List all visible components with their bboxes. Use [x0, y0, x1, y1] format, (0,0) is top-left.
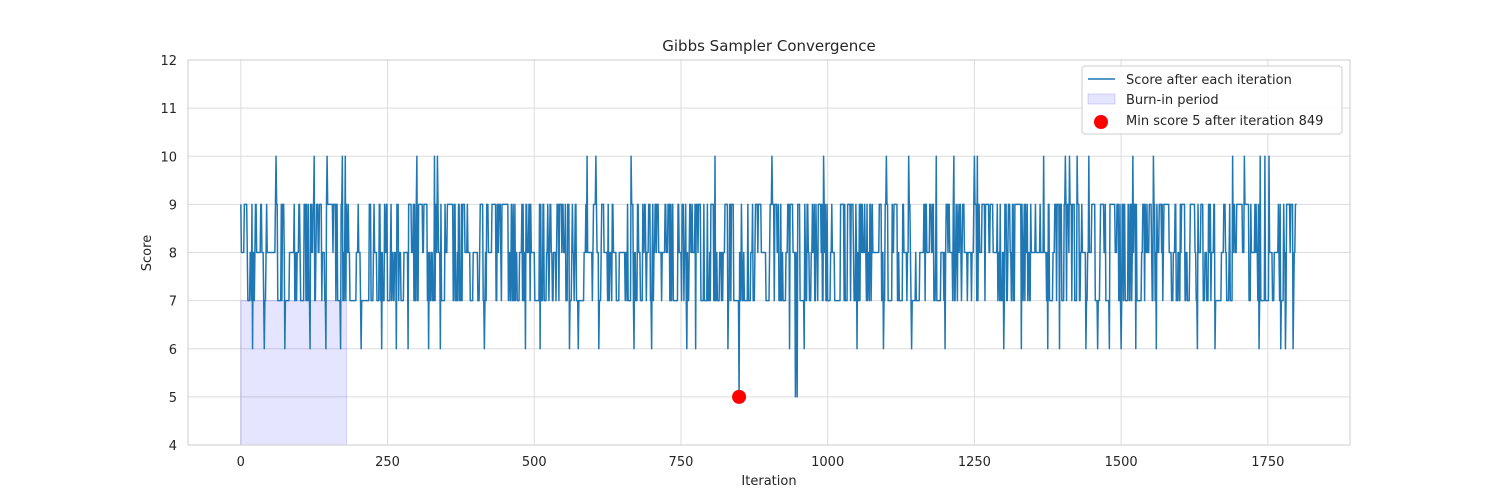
plot-frame [187, 59, 1351, 446]
y-tick-label: 5 [169, 391, 177, 406]
legend: Score after each iteration Burn-in perio… [1081, 65, 1343, 135]
x-tick-label: 0 [237, 455, 245, 470]
x-tick-label: 1000 [811, 455, 844, 470]
y-tick-label: 9 [169, 198, 177, 213]
y-tick-label: 4 [169, 439, 177, 454]
x-tick-label: 1250 [958, 455, 991, 470]
x-axis-label: Iteration [741, 474, 796, 489]
y-tick-label: 11 [160, 102, 177, 117]
y-tick-label: 7 [169, 295, 177, 310]
y-tick-labels: 4 5 6 7 8 9 10 11 12 [160, 54, 177, 454]
score-series-line [240, 155, 1297, 398]
legend-series-label: Score after each iteration [1126, 73, 1292, 88]
y-axis-label: Score [140, 235, 155, 271]
x-tick-label: 1500 [1105, 455, 1138, 470]
burn-in-region-layer [240, 300, 347, 446]
legend-burn-in-label: Burn-in period [1126, 93, 1219, 108]
y-tick-label: 6 [169, 343, 177, 358]
y-tick-label: 10 [160, 150, 177, 165]
y-tick-label: 8 [169, 247, 177, 262]
min-point-layer [732, 389, 747, 404]
series-layer [240, 155, 1297, 398]
min-score-marker [732, 389, 747, 404]
x-tick-label: 750 [669, 455, 694, 470]
legend-box [1081, 65, 1343, 135]
x-tick-label: 500 [522, 455, 547, 470]
x-tick-label: 250 [375, 455, 400, 470]
legend-min-label: Min score 5 after iteration 849 [1126, 114, 1323, 129]
x-tick-labels: 0 250 500 750 1000 1250 1500 1750 [237, 455, 1285, 470]
y-tick-label: 12 [160, 54, 177, 69]
legend-min-marker [1094, 115, 1108, 129]
chart-title: Gibbs Sampler Convergence [662, 37, 876, 55]
legend-burn-in-swatch [1087, 93, 1116, 105]
burn-in-region [240, 300, 347, 446]
x-tick-label: 1750 [1251, 455, 1284, 470]
